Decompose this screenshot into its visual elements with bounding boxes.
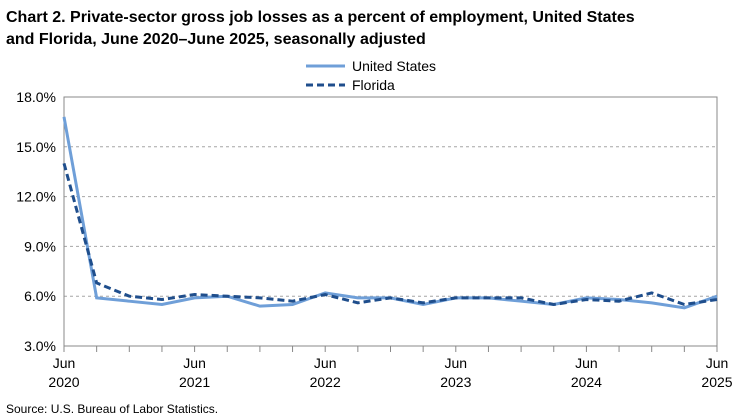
x-tick-label-part: Jun xyxy=(575,355,598,371)
y-tick-label: 15.0% xyxy=(16,139,56,155)
series-line xyxy=(62,116,718,310)
x-tick-label: Jun 2023 xyxy=(440,355,471,390)
x-tick-label-part: Jun xyxy=(53,355,76,371)
x-tick-label-part: Jun xyxy=(183,355,206,371)
plot-border xyxy=(63,96,718,347)
x-tick-label-part: 2020 xyxy=(48,374,79,390)
x-tick-label-part: 2025 xyxy=(701,374,732,390)
y-tick-label: 12.0% xyxy=(16,189,56,205)
source: Source: U.S. Bureau of Labor Statistics. xyxy=(6,402,218,416)
y-tick-label: 9.0% xyxy=(24,238,56,254)
x-tick-label-part: Jun xyxy=(706,355,729,371)
y-tick-label: 3.0% xyxy=(24,338,56,354)
x-tick-label: Jun 2021 xyxy=(179,355,210,390)
legend-label: United States xyxy=(352,58,436,74)
x-tick-label-part: Jun xyxy=(445,355,468,371)
x-tick-label: Jun 2024 xyxy=(571,355,602,390)
x-tick-label: Jun 2022 xyxy=(310,355,341,390)
x-tick-label-part: 2021 xyxy=(179,374,210,390)
legend-label: Florida xyxy=(352,77,395,93)
series-line xyxy=(62,163,718,307)
y-tick-label: 6.0% xyxy=(24,288,56,304)
x-tick-label-part: 2023 xyxy=(440,374,471,390)
chart-title: and Florida, June 2020–June 2025, season… xyxy=(6,31,426,48)
x-tick-label-part: Jun xyxy=(314,355,337,371)
chart-title: Chart 2. Private-sector gross job losses… xyxy=(6,9,635,26)
x-tick-label-part: 2022 xyxy=(310,374,341,390)
x-tick-label: Jun 2025 xyxy=(701,355,732,390)
x-tick-label: Jun 2020 xyxy=(48,355,79,390)
y-tick-label: 18.0% xyxy=(16,89,56,105)
x-tick-label-part: 2024 xyxy=(571,374,602,390)
